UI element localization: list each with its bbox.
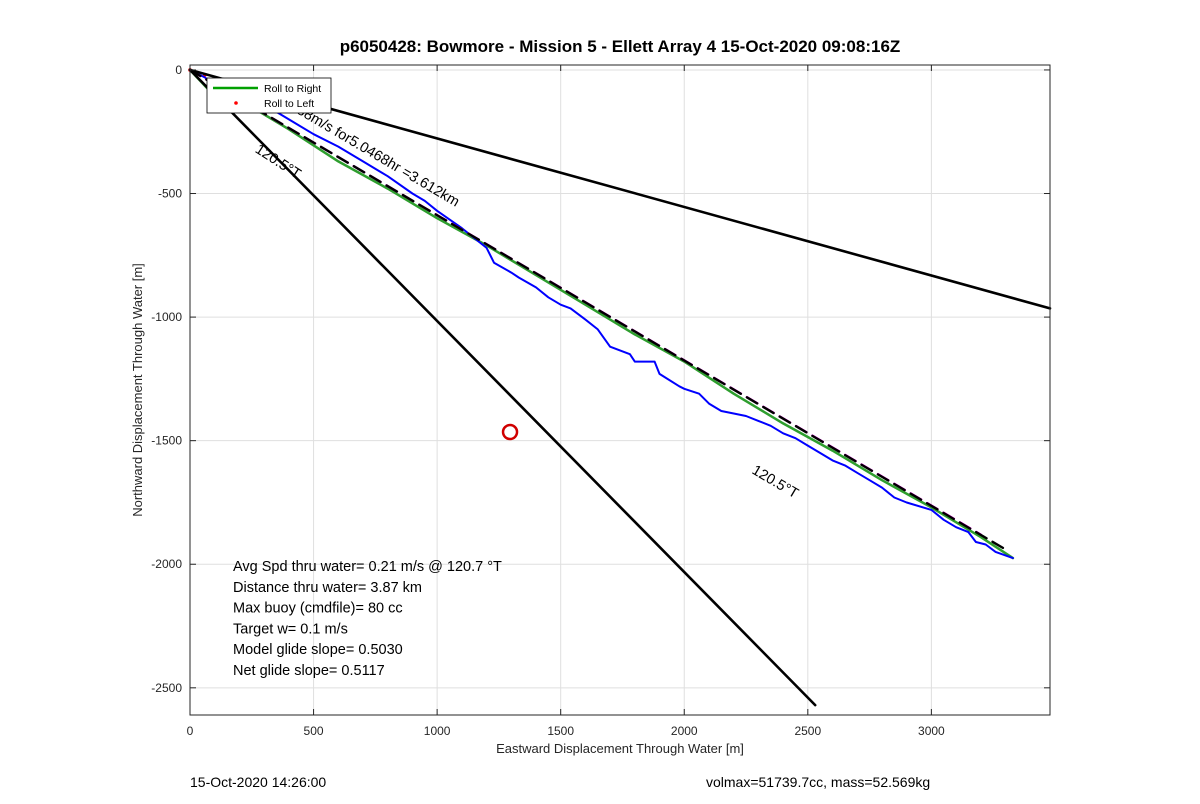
plot-area: [190, 65, 1050, 715]
y-tick-label: -500: [158, 187, 182, 201]
series-layer: [188, 68, 1052, 707]
stats-line: Target w= 0.1 m/s: [233, 621, 348, 637]
stats-line: Max buoy (cmdfile)= 80 cc: [233, 601, 403, 617]
x-tick-label: 500: [304, 724, 324, 738]
legend-label-roll-right: Roll to Right: [264, 83, 321, 95]
series-line-6: [188, 68, 1052, 310]
y-tick-label: -2500: [151, 681, 182, 695]
stats-line: Net glide slope= 0.5117: [233, 663, 385, 679]
legend-label-roll-left: Roll to Left: [264, 98, 314, 110]
footer-glider-info: volmax=51739.7cc, mass=52.569kg: [706, 774, 931, 790]
legend: Roll to Right Roll to Left: [206, 77, 332, 114]
y-tick-label: -1500: [151, 434, 182, 448]
series-line-5: [188, 68, 817, 707]
series-line-4: [188, 68, 1007, 551]
footer-timestamp: 15-Oct-2020 14:26:00: [190, 774, 327, 790]
stats-line: Model glide slope= 0.5030: [233, 642, 403, 658]
stats-box: Avg Spd thru water= 0.21 m/s @ 120.7 °T D…: [233, 559, 502, 679]
legend-box: [206, 77, 332, 114]
x-tick-label: 1000: [424, 724, 451, 738]
y-tick-label: -1000: [151, 310, 182, 324]
legend-swatch-roll-left: [234, 101, 238, 105]
stats-line: Avg Spd thru water= 0.21 m/s @ 120.7 °T: [233, 559, 502, 575]
axis-ticks: 0 500 1000 1500 2000 2500 3000 0 -500 -1000 -1500 -…: [151, 63, 1050, 738]
target-marker: [501, 423, 519, 441]
plot-frame: [189, 64, 1051, 716]
x-tick-label: 3000: [918, 724, 945, 738]
y-tick-label: 0: [175, 63, 182, 77]
x-tick-label: 1500: [547, 724, 574, 738]
x-axis-label: Eastward Displacement Through Water [m]: [496, 741, 744, 756]
stats-line: Distance thru water= 3.87 km: [233, 580, 422, 596]
series-line-2: [189, 68, 1014, 560]
y-axis-label: Northward Displacement Through Water [m]: [130, 263, 145, 517]
x-tick-label: 2500: [794, 724, 821, 738]
x-tick-label: 2000: [671, 724, 698, 738]
y-tick-label: -2000: [151, 557, 182, 571]
grid: [189, 65, 1050, 715]
x-tick-label: 0: [187, 724, 194, 738]
chart-title: p6050428: Bowmore - Mission 5 - Ellett A…: [340, 37, 901, 56]
